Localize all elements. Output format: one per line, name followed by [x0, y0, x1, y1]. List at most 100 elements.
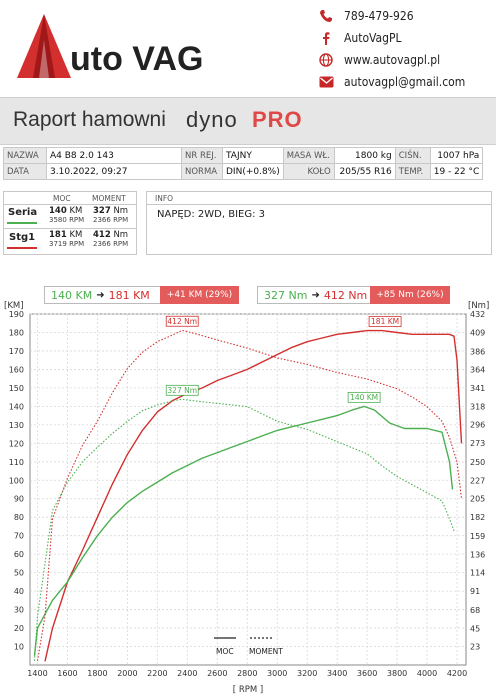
data-label: DATA [3, 163, 47, 180]
y-right-tick-label: 91 [470, 587, 480, 596]
x-tick-label: 1600 [57, 669, 77, 678]
y-right-tick-label: 318 [470, 403, 485, 412]
results-box: MOC MOMENT Seria 140 KM 3580 RPM 327 Nm … [3, 191, 137, 255]
stg1-moment-rpm: 2366 RPM [93, 240, 129, 248]
y-left-tick-label: 140 [9, 402, 24, 411]
peak-label: 327 Nm [167, 386, 197, 395]
info-title: INFO [155, 194, 174, 203]
peak-label-box [368, 316, 402, 328]
y-left-tick-label: 180 [9, 328, 24, 337]
contact-website[interactable]: www.autovagpl.pl [318, 49, 496, 71]
kolo-value: 205/55 R16 [333, 163, 396, 180]
power-change-pill: 140 KM ➜ 181 KM [44, 286, 162, 304]
contact-email[interactable]: autovagpl@gmail.com [318, 71, 496, 93]
logo-text: uto VAG [70, 40, 204, 78]
seria-moment-rpm: 2366 RPM [93, 216, 129, 224]
x-tick-label: 3600 [357, 669, 377, 678]
peak-label: 140 KM [350, 393, 378, 402]
nazwa-label: NAZWA [3, 147, 47, 164]
y-left-tick-label: 100 [9, 476, 24, 485]
peak-label: 181 KM [371, 317, 399, 326]
legend-moc-label: MOC [216, 647, 234, 656]
nrrej-label: NR REJ. [181, 147, 223, 164]
seria-color-swatch [7, 222, 37, 224]
report-title: Raport hamowni [13, 108, 166, 131]
x-tick-label: 3800 [387, 669, 407, 678]
y-left-tick-label: 120 [9, 439, 24, 448]
torque-from: 327 Nm [264, 288, 308, 302]
peak-label-box [165, 315, 199, 327]
header: uto VAG 789-479-926 AutoVagPL www.autova… [0, 0, 496, 96]
cisn-value: 1007 hPa [429, 147, 484, 164]
torque-change-pill: 327 Nm ➜ 412 Nm [257, 286, 372, 304]
y-left-tick-label: 90 [14, 495, 24, 504]
norma-label: NORMA [181, 163, 223, 180]
y-left-tick-label: 40 [14, 587, 24, 596]
x-axis-label: [ RPM ] [233, 685, 263, 695]
x-tick-label: 1400 [27, 669, 47, 678]
contact-facebook[interactable]: AutoVagPL [318, 27, 496, 49]
y-left-tick-label: 130 [9, 421, 24, 430]
y-right-tick-label: 159 [470, 532, 485, 541]
series-line-seria-moc [33, 405, 454, 656]
seria-moment: 327 Nm [93, 206, 129, 216]
stg1-name: Stg1 [9, 232, 36, 243]
x-tick-label: 2000 [117, 669, 137, 678]
y-right-tick-label: 136 [470, 551, 485, 560]
logo-triangle-icon [17, 14, 71, 78]
temp-value: 19 - 22 °C [429, 163, 484, 180]
contact-phone[interactable]: 789-479-926 [318, 5, 496, 27]
y-left-tick-label: 60 [14, 550, 24, 559]
peak-label-box [347, 391, 381, 403]
y-left-tick-label: 190 [9, 310, 24, 319]
y-right-tick-label: 227 [470, 477, 485, 486]
y-left-tick-label: 30 [14, 606, 24, 615]
report-title-bar: Raport hamowni dyno PRO [0, 97, 496, 145]
mail-icon [318, 74, 334, 90]
x-tick-label: 4000 [417, 669, 437, 678]
nrrej-value: TAJNY [222, 147, 284, 164]
contact-website-text: www.autovagpl.pl [344, 53, 441, 67]
y-left-tick-label: 150 [9, 384, 24, 393]
series-line-seria-moment [33, 398, 455, 661]
contacts: 789-479-926 AutoVagPL www.autovagpl.pl a… [318, 5, 496, 93]
y-right-tick-label: 432 [470, 310, 485, 319]
y-left-tick-label: 70 [14, 532, 24, 541]
moc-header: MOC [53, 194, 71, 203]
seria-name: Seria [8, 207, 38, 218]
facebook-icon [318, 30, 334, 46]
vehicle-info-table: NAZWA A4 B8 2.0 143 NR REJ. TAJNY MASA W… [3, 147, 484, 180]
series-line-stg1-moc [44, 329, 463, 662]
kolo-label: KOŁO [282, 163, 335, 180]
y-right-tick-label: 250 [470, 458, 485, 467]
globe-icon [318, 52, 334, 68]
x-tick-label: 3200 [297, 669, 317, 678]
x-tick-label: 2600 [207, 669, 227, 678]
masa-label: MASA WŁ. [282, 147, 335, 164]
y-left-tick-label: 50 [14, 569, 24, 578]
stg1-moc: 181 KM [49, 230, 83, 240]
x-tick-label: 2200 [147, 669, 167, 678]
power-from: 140 KM [51, 288, 93, 302]
legend-moment-label: MOMENT [249, 647, 283, 656]
stg1-moc-rpm: 3719 RPM [49, 240, 85, 248]
arrow-right-icon: ➜ [311, 289, 320, 301]
moment-header: MOMENT [92, 194, 126, 203]
y-right-tick-label: 296 [470, 421, 485, 430]
y-right-tick-label: 23 [470, 642, 480, 651]
brand-dyno: dyno [186, 107, 238, 132]
x-tick-label: 4200 [447, 669, 467, 678]
y-left-tick-label: 170 [9, 347, 24, 356]
y-right-axis-label: [Nm] [468, 301, 489, 311]
contact-email-text: autovagpl@gmail.com [344, 75, 466, 89]
y-right-tick-label: 341 [470, 384, 485, 393]
x-tick-label: 2800 [237, 669, 257, 678]
y-left-tick-label: 80 [14, 513, 24, 522]
y-right-tick-label: 273 [470, 439, 485, 448]
torque-to: 412 Nm [323, 288, 368, 302]
phone-icon [318, 8, 334, 24]
y-right-tick-label: 386 [470, 347, 485, 356]
peak-label: 412 Nm [167, 317, 197, 326]
seria-moc: 140 KM [49, 206, 83, 216]
y-right-tick-label: 68 [470, 606, 480, 615]
